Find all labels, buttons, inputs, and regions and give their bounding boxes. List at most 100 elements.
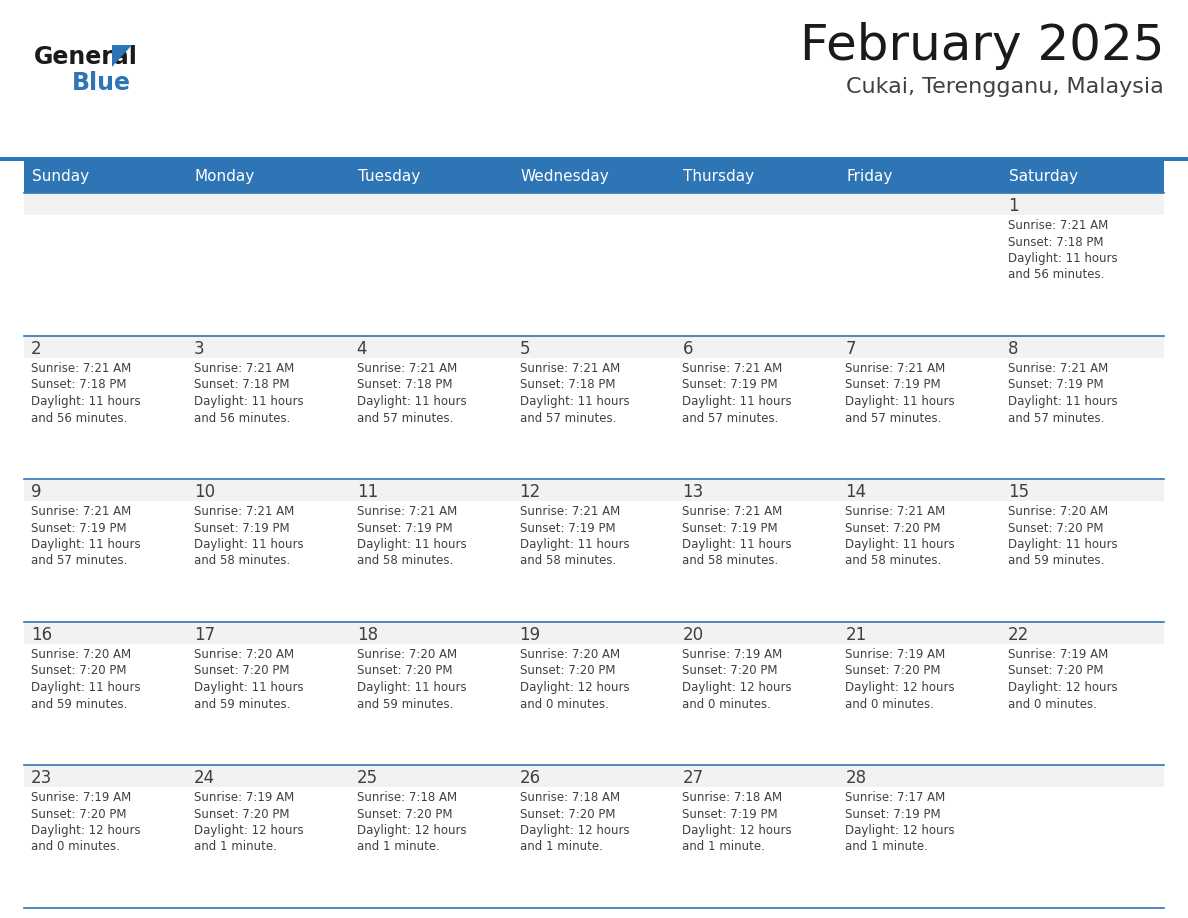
Text: 24: 24 <box>194 769 215 787</box>
Bar <box>839 161 1001 193</box>
Bar <box>187 336 349 479</box>
Bar <box>676 479 839 622</box>
Text: Sunrise: 7:21 AM
Sunset: 7:19 PM
Daylight: 11 hours
and 57 minutes.: Sunrise: 7:21 AM Sunset: 7:19 PM Dayligh… <box>1009 362 1118 424</box>
Text: Sunrise: 7:20 AM
Sunset: 7:20 PM
Daylight: 11 hours
and 59 minutes.: Sunrise: 7:20 AM Sunset: 7:20 PM Dayligh… <box>356 648 467 711</box>
Bar <box>839 622 1001 765</box>
Bar <box>676 161 839 193</box>
Text: Saturday: Saturday <box>1009 170 1079 185</box>
Text: Sunday: Sunday <box>32 170 89 185</box>
Text: Sunrise: 7:21 AM
Sunset: 7:19 PM
Daylight: 11 hours
and 57 minutes.: Sunrise: 7:21 AM Sunset: 7:19 PM Dayligh… <box>31 505 140 567</box>
Bar <box>349 622 512 765</box>
Bar <box>24 193 187 215</box>
Bar <box>1001 765 1164 908</box>
Text: 21: 21 <box>846 626 866 644</box>
Bar <box>1001 622 1164 644</box>
Bar <box>512 336 676 358</box>
Bar <box>349 765 512 908</box>
Text: 25: 25 <box>356 769 378 787</box>
Text: 26: 26 <box>519 769 541 787</box>
Bar <box>0 157 1188 161</box>
Bar <box>676 765 839 908</box>
Bar <box>1001 193 1164 215</box>
Bar <box>1001 193 1164 336</box>
Text: Sunrise: 7:19 AM
Sunset: 7:20 PM
Daylight: 12 hours
and 0 minutes.: Sunrise: 7:19 AM Sunset: 7:20 PM Dayligh… <box>31 791 140 854</box>
Bar <box>24 479 187 622</box>
Bar <box>839 479 1001 501</box>
Bar <box>512 622 676 644</box>
Text: Sunrise: 7:21 AM
Sunset: 7:19 PM
Daylight: 11 hours
and 58 minutes.: Sunrise: 7:21 AM Sunset: 7:19 PM Dayligh… <box>194 505 303 567</box>
Text: 18: 18 <box>356 626 378 644</box>
Text: Sunrise: 7:20 AM
Sunset: 7:20 PM
Daylight: 11 hours
and 59 minutes.: Sunrise: 7:20 AM Sunset: 7:20 PM Dayligh… <box>31 648 140 711</box>
Bar <box>839 336 1001 479</box>
Text: 7: 7 <box>846 340 855 358</box>
Bar <box>512 479 676 501</box>
Text: 15: 15 <box>1009 483 1029 501</box>
Bar <box>676 336 839 358</box>
Text: Wednesday: Wednesday <box>520 170 609 185</box>
Text: Sunrise: 7:20 AM
Sunset: 7:20 PM
Daylight: 11 hours
and 59 minutes.: Sunrise: 7:20 AM Sunset: 7:20 PM Dayligh… <box>1009 505 1118 567</box>
Bar <box>839 765 1001 908</box>
Bar <box>839 336 1001 358</box>
Text: Sunrise: 7:19 AM
Sunset: 7:20 PM
Daylight: 12 hours
and 0 minutes.: Sunrise: 7:19 AM Sunset: 7:20 PM Dayligh… <box>682 648 792 711</box>
Text: Sunrise: 7:21 AM
Sunset: 7:18 PM
Daylight: 11 hours
and 56 minutes.: Sunrise: 7:21 AM Sunset: 7:18 PM Dayligh… <box>31 362 140 424</box>
Text: Sunrise: 7:21 AM
Sunset: 7:19 PM
Daylight: 11 hours
and 57 minutes.: Sunrise: 7:21 AM Sunset: 7:19 PM Dayligh… <box>682 362 792 424</box>
Text: Sunrise: 7:21 AM
Sunset: 7:20 PM
Daylight: 11 hours
and 58 minutes.: Sunrise: 7:21 AM Sunset: 7:20 PM Dayligh… <box>846 505 955 567</box>
Text: Sunrise: 7:21 AM
Sunset: 7:18 PM
Daylight: 11 hours
and 56 minutes.: Sunrise: 7:21 AM Sunset: 7:18 PM Dayligh… <box>194 362 303 424</box>
Bar <box>676 193 839 336</box>
Bar <box>187 765 349 908</box>
Bar <box>187 622 349 644</box>
Bar <box>512 479 676 622</box>
Bar <box>512 161 676 193</box>
Text: February 2025: February 2025 <box>800 22 1164 70</box>
Text: Sunrise: 7:21 AM
Sunset: 7:19 PM
Daylight: 11 hours
and 57 minutes.: Sunrise: 7:21 AM Sunset: 7:19 PM Dayligh… <box>846 362 955 424</box>
Bar <box>1001 622 1164 765</box>
Text: Sunrise: 7:21 AM
Sunset: 7:18 PM
Daylight: 11 hours
and 57 minutes.: Sunrise: 7:21 AM Sunset: 7:18 PM Dayligh… <box>519 362 630 424</box>
Bar <box>349 479 512 501</box>
Bar <box>187 336 349 358</box>
Text: Sunrise: 7:21 AM
Sunset: 7:19 PM
Daylight: 11 hours
and 58 minutes.: Sunrise: 7:21 AM Sunset: 7:19 PM Dayligh… <box>356 505 467 567</box>
Text: 27: 27 <box>682 769 703 787</box>
Bar <box>187 765 349 787</box>
Text: Sunrise: 7:21 AM
Sunset: 7:18 PM
Daylight: 11 hours
and 57 minutes.: Sunrise: 7:21 AM Sunset: 7:18 PM Dayligh… <box>356 362 467 424</box>
Text: Sunrise: 7:21 AM
Sunset: 7:19 PM
Daylight: 11 hours
and 58 minutes.: Sunrise: 7:21 AM Sunset: 7:19 PM Dayligh… <box>519 505 630 567</box>
Bar <box>676 336 839 479</box>
Text: Tuesday: Tuesday <box>358 170 421 185</box>
Text: 19: 19 <box>519 626 541 644</box>
Text: Sunrise: 7:19 AM
Sunset: 7:20 PM
Daylight: 12 hours
and 0 minutes.: Sunrise: 7:19 AM Sunset: 7:20 PM Dayligh… <box>1009 648 1118 711</box>
Bar <box>676 622 839 644</box>
Bar <box>676 479 839 501</box>
Bar <box>839 479 1001 622</box>
Text: Sunrise: 7:21 AM
Sunset: 7:18 PM
Daylight: 11 hours
and 56 minutes.: Sunrise: 7:21 AM Sunset: 7:18 PM Dayligh… <box>1009 219 1118 282</box>
Text: 14: 14 <box>846 483 866 501</box>
Text: Sunrise: 7:19 AM
Sunset: 7:20 PM
Daylight: 12 hours
and 0 minutes.: Sunrise: 7:19 AM Sunset: 7:20 PM Dayligh… <box>846 648 955 711</box>
Bar <box>676 765 839 787</box>
Text: 1: 1 <box>1009 197 1019 215</box>
Text: 2: 2 <box>31 340 42 358</box>
Bar <box>349 161 512 193</box>
Text: 9: 9 <box>31 483 42 501</box>
Bar <box>187 479 349 622</box>
Bar <box>1001 336 1164 358</box>
Text: Sunrise: 7:18 AM
Sunset: 7:19 PM
Daylight: 12 hours
and 1 minute.: Sunrise: 7:18 AM Sunset: 7:19 PM Dayligh… <box>682 791 792 854</box>
Text: 3: 3 <box>194 340 204 358</box>
Bar <box>187 479 349 501</box>
Text: Sunrise: 7:18 AM
Sunset: 7:20 PM
Daylight: 12 hours
and 1 minute.: Sunrise: 7:18 AM Sunset: 7:20 PM Dayligh… <box>519 791 630 854</box>
Text: Monday: Monday <box>195 170 255 185</box>
Bar <box>839 193 1001 336</box>
Bar <box>839 622 1001 644</box>
Text: 11: 11 <box>356 483 378 501</box>
Text: 13: 13 <box>682 483 703 501</box>
Bar <box>349 765 512 787</box>
Text: 5: 5 <box>519 340 530 358</box>
Bar <box>839 193 1001 215</box>
Text: 8: 8 <box>1009 340 1018 358</box>
Text: 12: 12 <box>519 483 541 501</box>
Bar <box>512 765 676 787</box>
Bar <box>187 161 349 193</box>
Bar <box>24 765 187 908</box>
Text: Sunrise: 7:18 AM
Sunset: 7:20 PM
Daylight: 12 hours
and 1 minute.: Sunrise: 7:18 AM Sunset: 7:20 PM Dayligh… <box>356 791 467 854</box>
Bar <box>676 622 839 765</box>
Text: Sunrise: 7:20 AM
Sunset: 7:20 PM
Daylight: 11 hours
and 59 minutes.: Sunrise: 7:20 AM Sunset: 7:20 PM Dayligh… <box>194 648 303 711</box>
Bar <box>187 622 349 765</box>
Bar <box>1001 479 1164 501</box>
